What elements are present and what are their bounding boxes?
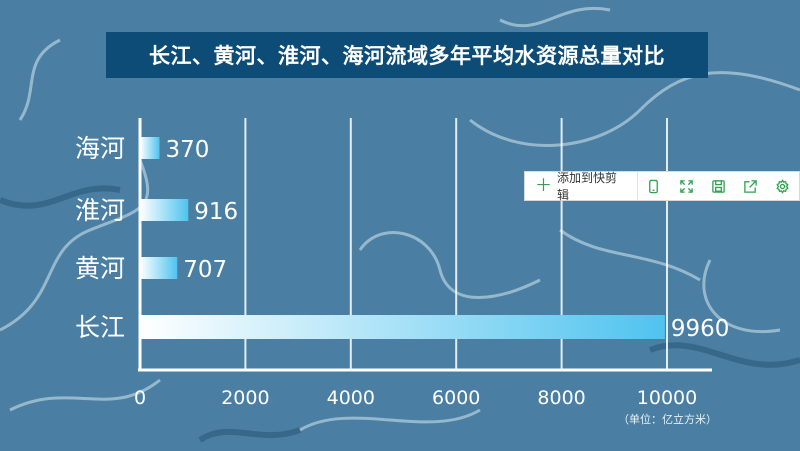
x-tick-label: 10000 xyxy=(637,387,697,409)
bar xyxy=(140,257,178,279)
expand-button[interactable] xyxy=(670,172,702,200)
value-label: 9960 xyxy=(671,316,730,342)
settings-button[interactable] xyxy=(767,172,799,200)
share-icon xyxy=(744,179,757,193)
value-label: 916 xyxy=(194,199,238,225)
value-label: 370 xyxy=(165,137,209,163)
x-tick-label: 2000 xyxy=(221,387,269,409)
category-label: 淮河 xyxy=(75,196,125,225)
bar xyxy=(140,199,189,221)
add-to-clip-button[interactable]: ＋ 添加到快剪辑 xyxy=(525,171,638,202)
settings-icon xyxy=(776,178,790,194)
unit-label: （单位：亿立方米） xyxy=(618,413,717,426)
phone-icon xyxy=(649,179,659,193)
category-label: 海河 xyxy=(75,134,125,163)
save-icon xyxy=(712,179,725,193)
plus-icon: ＋ xyxy=(535,175,552,196)
share-button[interactable] xyxy=(735,172,767,200)
x-tick-label: 4000 xyxy=(327,387,375,409)
value-label: 707 xyxy=(183,257,227,283)
floating-toolbar: ＋ 添加到快剪辑 xyxy=(524,171,800,202)
save-button[interactable] xyxy=(702,172,734,200)
phone-button[interactable] xyxy=(638,172,670,200)
bar xyxy=(140,137,160,159)
category-label: 黄河 xyxy=(75,254,125,283)
x-tick-label: 0 xyxy=(134,387,146,409)
add-to-clip-label: 添加到快剪辑 xyxy=(557,171,618,202)
category-label: 长江 xyxy=(75,313,125,342)
x-tick-label: 6000 xyxy=(432,387,480,409)
bar xyxy=(140,315,665,339)
x-tick-label: 8000 xyxy=(537,387,585,409)
expand-icon xyxy=(679,179,693,193)
chart-title: 长江、黄河、淮河、海河流域多年平均水资源总量对比 xyxy=(106,32,708,78)
